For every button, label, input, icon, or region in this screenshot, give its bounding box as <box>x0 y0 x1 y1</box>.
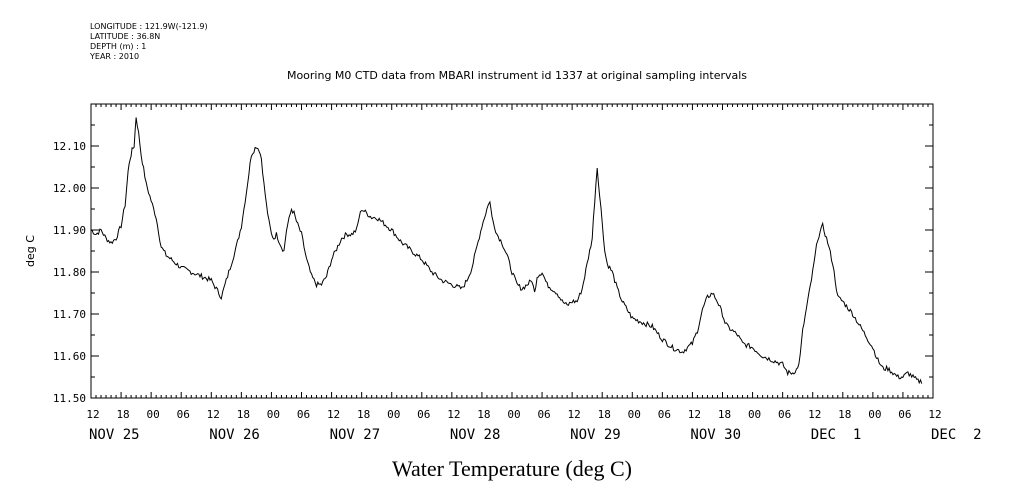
x-tick-labels: 12 18 00 06 12 18 00 06 12 18 00 06 12 18 00 06 12 18 00 06… <box>86 408 941 421</box>
x-tick-label: 00 <box>868 408 881 421</box>
x-tick-label: 18 <box>477 408 490 421</box>
x-tick-label: 12 <box>327 408 340 421</box>
date-label: NOV 26 <box>209 427 260 443</box>
x-tick-label: 06 <box>297 408 310 421</box>
x-tick-label: 00 <box>267 408 280 421</box>
y-axis-label: deg C <box>24 235 37 267</box>
depth-text: DEPTH (m) : 1 <box>90 42 147 51</box>
latitude-text: LATITUDE : 36.8N <box>90 32 161 41</box>
x-tick-label: 12 <box>207 408 220 421</box>
x-tick-label: 18 <box>116 408 129 421</box>
x-tick-label: 18 <box>598 408 611 421</box>
x-tick-label: 06 <box>177 408 190 421</box>
x-tick-label: 00 <box>387 408 400 421</box>
axis-ticks <box>90 103 934 399</box>
longitude-text: LONGITUDE : 121.9W(-121.9) <box>90 22 208 31</box>
date-label: NOV 30 <box>690 427 741 443</box>
y-tick-label: 11.60 <box>53 350 86 363</box>
date-label: DEC 2 <box>931 427 982 443</box>
x-tick-label: 00 <box>147 408 160 421</box>
tick-marks <box>90 103 934 399</box>
x-tick-label: 06 <box>658 408 671 421</box>
y-tick-label: 12.10 <box>53 140 86 153</box>
x-tick-label: 12 <box>447 408 460 421</box>
y-tick-label: 11.80 <box>53 266 86 279</box>
date-labels: NOV 25 NOV 26 NOV 27 NOV 28 NOV 29 NOV 30 DEC … <box>89 427 982 443</box>
water-temperature-line <box>90 117 923 385</box>
x-tick-label: 06 <box>537 408 550 421</box>
date-label: NOV 29 <box>570 427 621 443</box>
x-tick-label: 18 <box>357 408 370 421</box>
x-tick-label: 12 <box>688 408 701 421</box>
y-tick-label: 12.00 <box>53 182 86 195</box>
date-label: NOV 27 <box>330 427 381 443</box>
y-tick-labels: 11.50 11.60 11.70 11.80 11.90 12.00 12.10 <box>53 140 86 405</box>
y-tick-label: 11.50 <box>53 392 86 405</box>
date-label: NOV 25 <box>89 427 140 443</box>
x-axis-label: Water Temperature (deg C) <box>392 456 632 481</box>
y-tick-label: 11.70 <box>53 308 86 321</box>
x-tick-label: 18 <box>237 408 250 421</box>
year-text: YEAR : 2010 <box>90 52 140 61</box>
plot-frame <box>90 103 934 399</box>
x-tick-label: 12 <box>86 408 99 421</box>
x-tick-label: 06 <box>898 408 911 421</box>
y-tick-label: 11.90 <box>53 224 86 237</box>
x-tick-label: 18 <box>838 408 851 421</box>
x-tick-label: 12 <box>568 408 581 421</box>
x-tick-label: 06 <box>778 408 791 421</box>
x-tick-label: 00 <box>748 408 761 421</box>
date-label: NOV 28 <box>450 427 501 443</box>
x-tick-label: 12 <box>928 408 941 421</box>
date-label: DEC 1 <box>811 427 862 443</box>
x-tick-label: 18 <box>718 408 731 421</box>
station-metadata: LONGITUDE : 121.9W(-121.9) LATITUDE : 36… <box>90 22 208 62</box>
chart-title: Mooring M0 CTD data from MBARI instrumen… <box>286 69 748 82</box>
x-tick-label: 12 <box>808 408 821 421</box>
x-tick-label: 06 <box>417 408 430 421</box>
x-tick-label: 00 <box>628 408 641 421</box>
x-tick-label: 00 <box>507 408 520 421</box>
